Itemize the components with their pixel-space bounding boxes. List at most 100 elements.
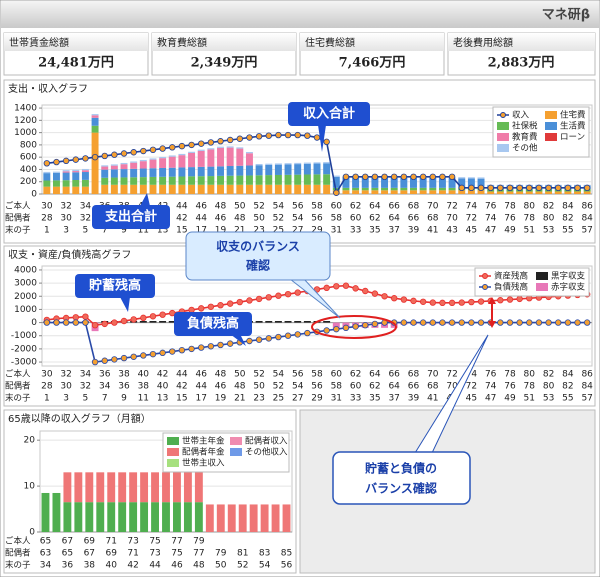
line-marker	[545, 184, 552, 192]
legend-label: 配偶者年金	[182, 447, 225, 458]
line-marker	[419, 319, 427, 326]
x-tick-label: 68	[408, 202, 420, 212]
line-marker	[362, 287, 369, 295]
x-tick-label: 54	[273, 202, 285, 212]
callout-box	[174, 312, 252, 336]
header-bar	[1, 1, 599, 28]
bar	[361, 187, 369, 191]
x-tick-label: 60	[350, 382, 362, 392]
x-tick-label: 9	[121, 226, 127, 236]
x-tick-label: 86	[581, 202, 593, 212]
x-tick-label: 50	[253, 214, 265, 224]
line-marker	[130, 316, 137, 323]
x-tick-label: 69	[105, 549, 117, 559]
line-marker	[120, 317, 128, 325]
bar	[303, 184, 311, 194]
legend-label: 教育費	[512, 132, 538, 143]
bar	[245, 175, 253, 185]
line-marker	[323, 138, 330, 146]
x-tick-label: 40	[138, 370, 150, 380]
callout-tail	[120, 297, 130, 312]
bar	[85, 472, 94, 503]
y-tick-label: -1000	[11, 331, 37, 341]
bar	[72, 169, 80, 172]
line-marker	[564, 184, 572, 192]
x-tick-label: 15	[176, 226, 187, 236]
bar	[149, 158, 157, 160]
line-marker	[506, 296, 514, 303]
bar	[72, 171, 80, 173]
x-tick-label: 3	[63, 226, 69, 236]
line-marker	[448, 173, 456, 181]
x-tick-label: 84	[562, 202, 574, 212]
x-tick-label: 66	[408, 214, 420, 224]
x-tick-label: 23	[253, 394, 264, 404]
bar	[274, 174, 282, 185]
bar	[284, 184, 292, 194]
x-tick-label: 29	[311, 226, 323, 236]
bar	[205, 504, 214, 532]
line-marker	[178, 142, 186, 150]
x-tick-label: 56	[311, 214, 323, 224]
legend-swatch	[497, 133, 509, 141]
x-tick-label: 64	[369, 370, 381, 380]
line-marker	[516, 295, 523, 303]
x-tick-label: 34	[40, 561, 52, 571]
bar	[207, 149, 215, 167]
x-tick-label: 56	[311, 382, 323, 392]
x-tick-label: 25	[273, 394, 284, 404]
line-marker	[217, 138, 224, 145]
x-tick-label: 34	[80, 202, 92, 212]
x-tick-label: 73	[149, 549, 160, 559]
bar	[110, 165, 118, 170]
bar	[43, 186, 51, 194]
x-tick-label: 30	[41, 202, 53, 212]
legend-marker	[482, 284, 488, 290]
bar	[410, 190, 417, 194]
x-tick-label: 33	[350, 394, 361, 404]
x-tick-label: 27	[292, 394, 303, 404]
x-tick-label: 56	[281, 561, 293, 571]
bar	[284, 174, 292, 185]
x-tick-label: 51	[524, 226, 535, 236]
line-marker	[400, 173, 408, 181]
line-marker	[333, 325, 340, 333]
legend-swatch	[230, 437, 242, 445]
line-marker	[390, 173, 398, 181]
x-tick-label: 80	[543, 214, 555, 224]
x-tick-label: 23	[253, 226, 264, 236]
bar	[178, 176, 186, 185]
bar	[467, 177, 475, 179]
x-tick-label: 36	[62, 561, 74, 571]
legend-label: 配偶者収入	[245, 436, 288, 447]
legend-swatch	[167, 437, 179, 445]
line-marker	[246, 134, 253, 141]
bar	[118, 472, 127, 503]
panel-title: 65歳以降の収入グラフ（月額）	[8, 412, 151, 425]
line-marker	[294, 331, 301, 338]
x-tick-label: 36	[99, 370, 111, 380]
x-tick-label: 48	[234, 214, 246, 224]
bar	[101, 184, 109, 194]
x-tick-label: 19	[215, 394, 227, 404]
y-tick-label: 200	[20, 177, 37, 187]
legend-label: 赤字収支	[551, 282, 586, 293]
x-tick-label: 84	[581, 382, 593, 392]
bar	[265, 175, 273, 185]
bar	[85, 502, 94, 532]
bar	[390, 190, 398, 194]
y-tick-label: 10	[24, 482, 36, 492]
y-tick-label: 0	[31, 318, 37, 328]
x-tick-label: 35	[369, 394, 380, 404]
bar	[207, 148, 215, 150]
bar	[332, 322, 340, 328]
bar	[458, 177, 466, 179]
line-marker	[255, 295, 263, 303]
bar	[168, 184, 176, 194]
x-tick-label: 50	[253, 382, 265, 392]
bar	[271, 504, 280, 532]
line-marker	[130, 149, 137, 156]
line-marker	[468, 184, 475, 192]
bar	[265, 163, 273, 165]
legend-swatch	[545, 133, 557, 141]
